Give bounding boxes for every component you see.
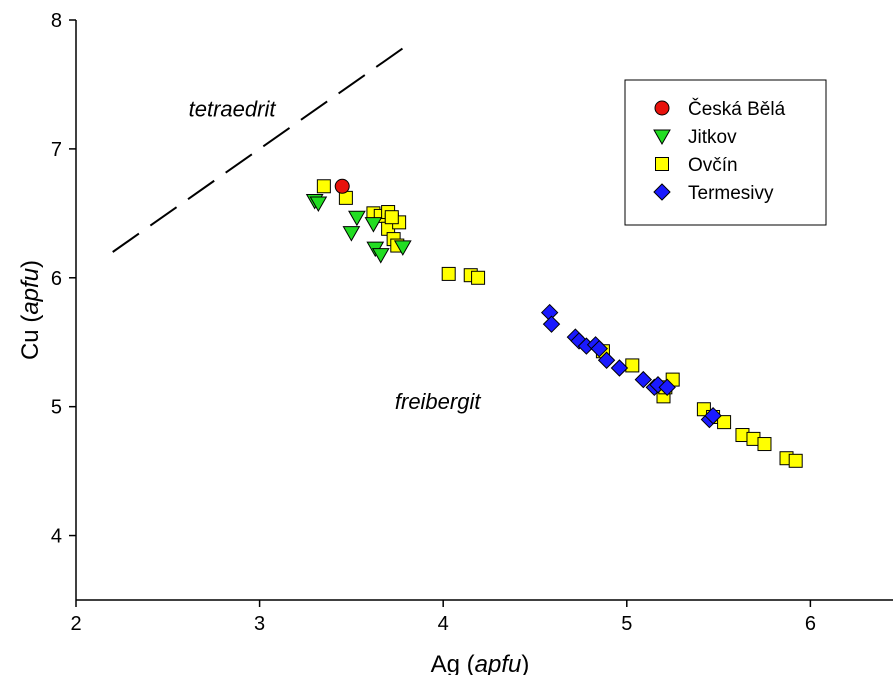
data-point xyxy=(471,270,486,285)
x-tick-label: 4 xyxy=(438,613,449,635)
legend-marker xyxy=(655,157,669,171)
x-axis-title-main: Ag xyxy=(431,651,460,675)
data-point xyxy=(788,453,803,468)
svg-text:Ag (apfu): Ag (apfu) xyxy=(431,651,530,675)
x-axis-title-unit: apfu xyxy=(475,651,522,675)
plot-area: 2 3 4 5 6 4 5 6 7 8 tetraedrit freibergit xyxy=(51,10,893,635)
data-point xyxy=(371,248,390,264)
y-axis-title-unit: apfu xyxy=(17,268,44,315)
y-tick-label: 4 xyxy=(51,526,62,548)
data-point xyxy=(316,179,331,194)
data-point xyxy=(658,378,676,397)
legend-label: Jitkov xyxy=(688,127,737,148)
y-axis-title-main: Cu xyxy=(17,329,44,360)
y-axis-title: Cu (apfu) xyxy=(17,260,44,360)
x-tick-label: 6 xyxy=(805,613,816,635)
x-tick-label: 5 xyxy=(621,613,632,635)
legend-label: Ovčín xyxy=(688,155,738,176)
svg-text:Cu (apfu): Cu (apfu) xyxy=(17,260,44,360)
legend-marker xyxy=(653,183,671,201)
data-point xyxy=(542,315,561,333)
series-triangle-down xyxy=(305,193,412,264)
y-tick-label: 7 xyxy=(51,139,62,161)
data-point xyxy=(610,359,629,377)
data-point xyxy=(704,406,722,425)
tetrahedrite-boundary-line xyxy=(112,44,408,253)
axis-ticks: 2 3 4 5 6 4 5 6 7 8 xyxy=(51,10,816,635)
data-point xyxy=(634,370,653,389)
series-circle xyxy=(334,178,350,194)
legend-marker xyxy=(654,100,670,116)
legend-label: Česká Bělá xyxy=(688,98,786,120)
region-label: tetraedrit xyxy=(189,97,277,122)
x-tick-label: 2 xyxy=(70,613,81,635)
data-point xyxy=(334,178,350,194)
data-point xyxy=(309,196,328,213)
data-point xyxy=(441,266,456,281)
y-tick-label: 8 xyxy=(51,10,62,32)
legend: Česká Bělá Jitkov Ovčín Termesivy xyxy=(624,79,827,226)
data-point xyxy=(590,339,608,358)
legend-label: Termesivy xyxy=(688,183,774,204)
data-point xyxy=(717,415,732,430)
data-points xyxy=(305,178,803,468)
annotations: tetraedrit freibergit xyxy=(189,97,482,415)
data-point xyxy=(625,358,640,373)
x-axis-title: Ag (apfu) xyxy=(431,651,530,675)
data-point xyxy=(348,210,366,227)
region-label: freibergit xyxy=(395,389,481,414)
y-tick-label: 6 xyxy=(51,268,62,290)
data-point xyxy=(364,217,383,233)
data-point xyxy=(597,351,616,369)
data-point xyxy=(384,210,399,225)
x-tick-label: 3 xyxy=(254,613,265,635)
legend-entries: Česká Bělá Jitkov Ovčín Termesivy xyxy=(653,98,786,204)
legend-marker xyxy=(653,129,671,146)
data-point xyxy=(757,437,772,452)
data-point xyxy=(342,226,361,242)
series-diamond xyxy=(540,303,722,429)
y-tick-label: 5 xyxy=(51,397,62,419)
data-point xyxy=(393,240,412,256)
